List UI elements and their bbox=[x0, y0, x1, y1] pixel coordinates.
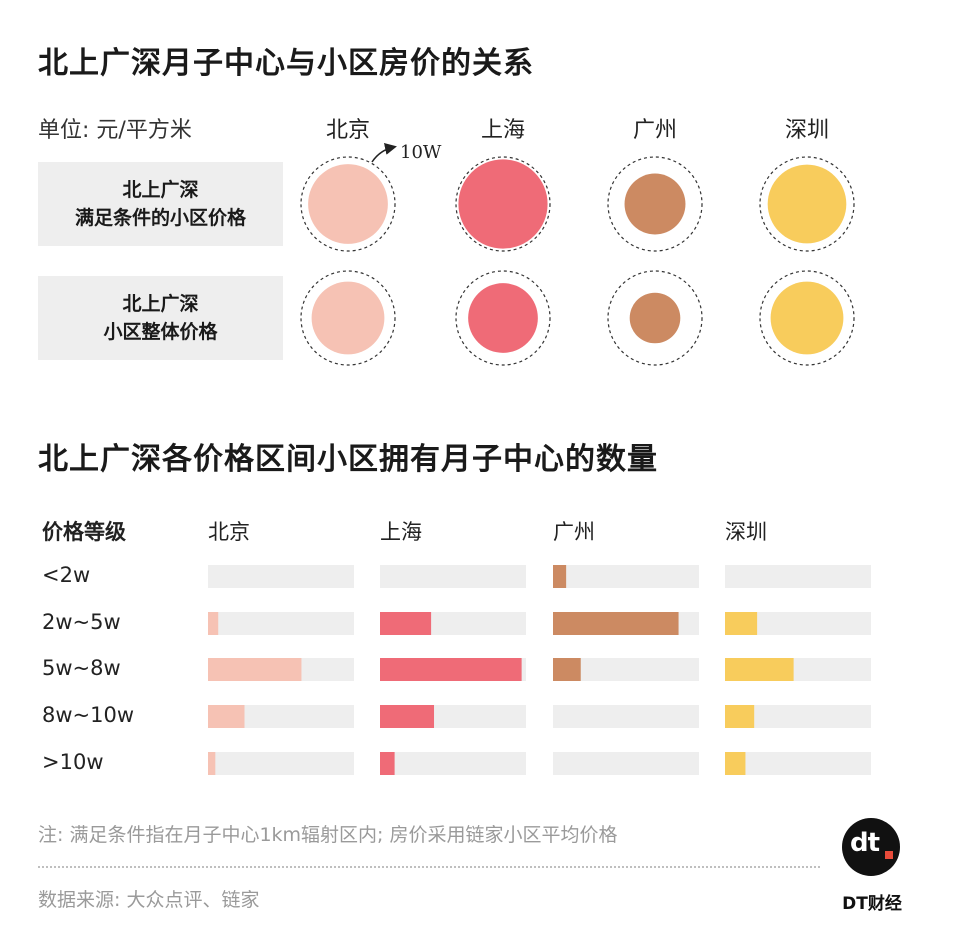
bar-city-header-beijing: 北京 bbox=[208, 520, 250, 544]
chart-title-top: 北上广深月子中心与小区房价的关系 bbox=[38, 46, 534, 81]
bar-fill bbox=[208, 705, 245, 728]
price-bubble bbox=[311, 281, 385, 355]
bar-track bbox=[553, 752, 699, 775]
reference-ring bbox=[300, 156, 396, 252]
bar-fill bbox=[553, 658, 581, 681]
price-bubble bbox=[624, 173, 686, 235]
bar-track bbox=[553, 658, 699, 681]
bar-fill bbox=[380, 612, 432, 635]
footer-divider bbox=[38, 866, 820, 868]
bar-fill bbox=[553, 565, 567, 588]
bar-fill bbox=[725, 705, 755, 728]
reference-ring bbox=[455, 156, 551, 252]
city-header-shanghai: 上海 bbox=[480, 118, 525, 143]
brand-logo-text: dt bbox=[850, 828, 880, 858]
reference-ring bbox=[455, 270, 551, 366]
reference-ring bbox=[607, 270, 703, 366]
bar-fill bbox=[208, 752, 216, 775]
footnote: 注: 满足条件指在月子中心1km辐射区内; 房价采用链家小区平均价格 bbox=[38, 824, 618, 846]
price-bubble bbox=[468, 283, 538, 353]
unit-label: 单位: 元/平方米 bbox=[38, 118, 192, 143]
bar-fill bbox=[380, 705, 435, 728]
reference-arrow bbox=[371, 143, 397, 163]
brand-name: DT财经 bbox=[842, 894, 902, 914]
price-bubble bbox=[458, 159, 548, 249]
bar-track bbox=[380, 565, 526, 588]
bar-track bbox=[208, 612, 354, 635]
bubble-row-label-line1: 北上广深 bbox=[122, 293, 199, 315]
price-level-label: 8w~10w bbox=[42, 703, 135, 727]
price-level-label: 5w~8w bbox=[42, 656, 121, 680]
bar-fill bbox=[380, 658, 522, 681]
bar-track bbox=[725, 752, 871, 775]
bar-fill bbox=[553, 612, 679, 635]
bar-fill bbox=[725, 658, 794, 681]
bubble-row-label-line1: 北上广深 bbox=[122, 179, 199, 201]
bar-track bbox=[208, 752, 354, 775]
bar-track bbox=[380, 752, 526, 775]
chart-title-bottom: 北上广深各价格区间小区拥有月子中心的数量 bbox=[38, 442, 658, 477]
bar-track bbox=[725, 705, 871, 728]
bar-city-header-guangzhou: 广州 bbox=[553, 520, 595, 544]
reference-ring bbox=[300, 270, 396, 366]
bar-track bbox=[553, 565, 699, 588]
bar-city-header-shenzhen: 深圳 bbox=[725, 520, 767, 544]
bar-fill bbox=[725, 612, 758, 635]
price-bubble bbox=[767, 164, 847, 244]
bar-fill bbox=[208, 612, 219, 635]
city-header-beijing: 北京 bbox=[325, 118, 370, 143]
bubble-row-label-line2: 满足条件的小区价格 bbox=[74, 207, 246, 229]
city-header-shenzhen: 深圳 bbox=[784, 118, 829, 143]
data-source: 数据来源: 大众点评、链家 bbox=[38, 889, 260, 911]
brand-logo: dt bbox=[842, 818, 900, 876]
price-bubble bbox=[770, 281, 844, 355]
price-bubble bbox=[308, 164, 388, 244]
bubble-row-label-matched: 北上广深 满足条件的小区价格 bbox=[38, 162, 283, 246]
bar-fill bbox=[725, 752, 746, 775]
price-level-label: <2w bbox=[42, 563, 91, 587]
price-level-label: 2w~5w bbox=[42, 610, 121, 634]
city-header-guangzhou: 广州 bbox=[632, 118, 677, 143]
bubble-chart: 10W bbox=[300, 142, 855, 366]
reference-label: 10W bbox=[400, 142, 442, 163]
bar-fill bbox=[208, 658, 302, 681]
bar-city-header-shanghai: 上海 bbox=[380, 520, 422, 544]
price-level-header: 价格等级 bbox=[42, 520, 126, 544]
price-bubble bbox=[629, 292, 681, 344]
bar-fill bbox=[380, 752, 395, 775]
bubble-row-label-overall: 北上广深 小区整体价格 bbox=[38, 276, 283, 360]
bar-track bbox=[725, 612, 871, 635]
price-level-label: >10w bbox=[42, 750, 104, 774]
bar-track bbox=[208, 565, 354, 588]
bubble-row-label-line2: 小区整体价格 bbox=[103, 321, 218, 343]
reference-ring bbox=[607, 156, 703, 252]
bar-track bbox=[725, 565, 871, 588]
reference-ring bbox=[759, 270, 855, 366]
brand-logo-dot bbox=[885, 851, 893, 859]
bar-track bbox=[553, 705, 699, 728]
reference-ring bbox=[759, 156, 855, 252]
